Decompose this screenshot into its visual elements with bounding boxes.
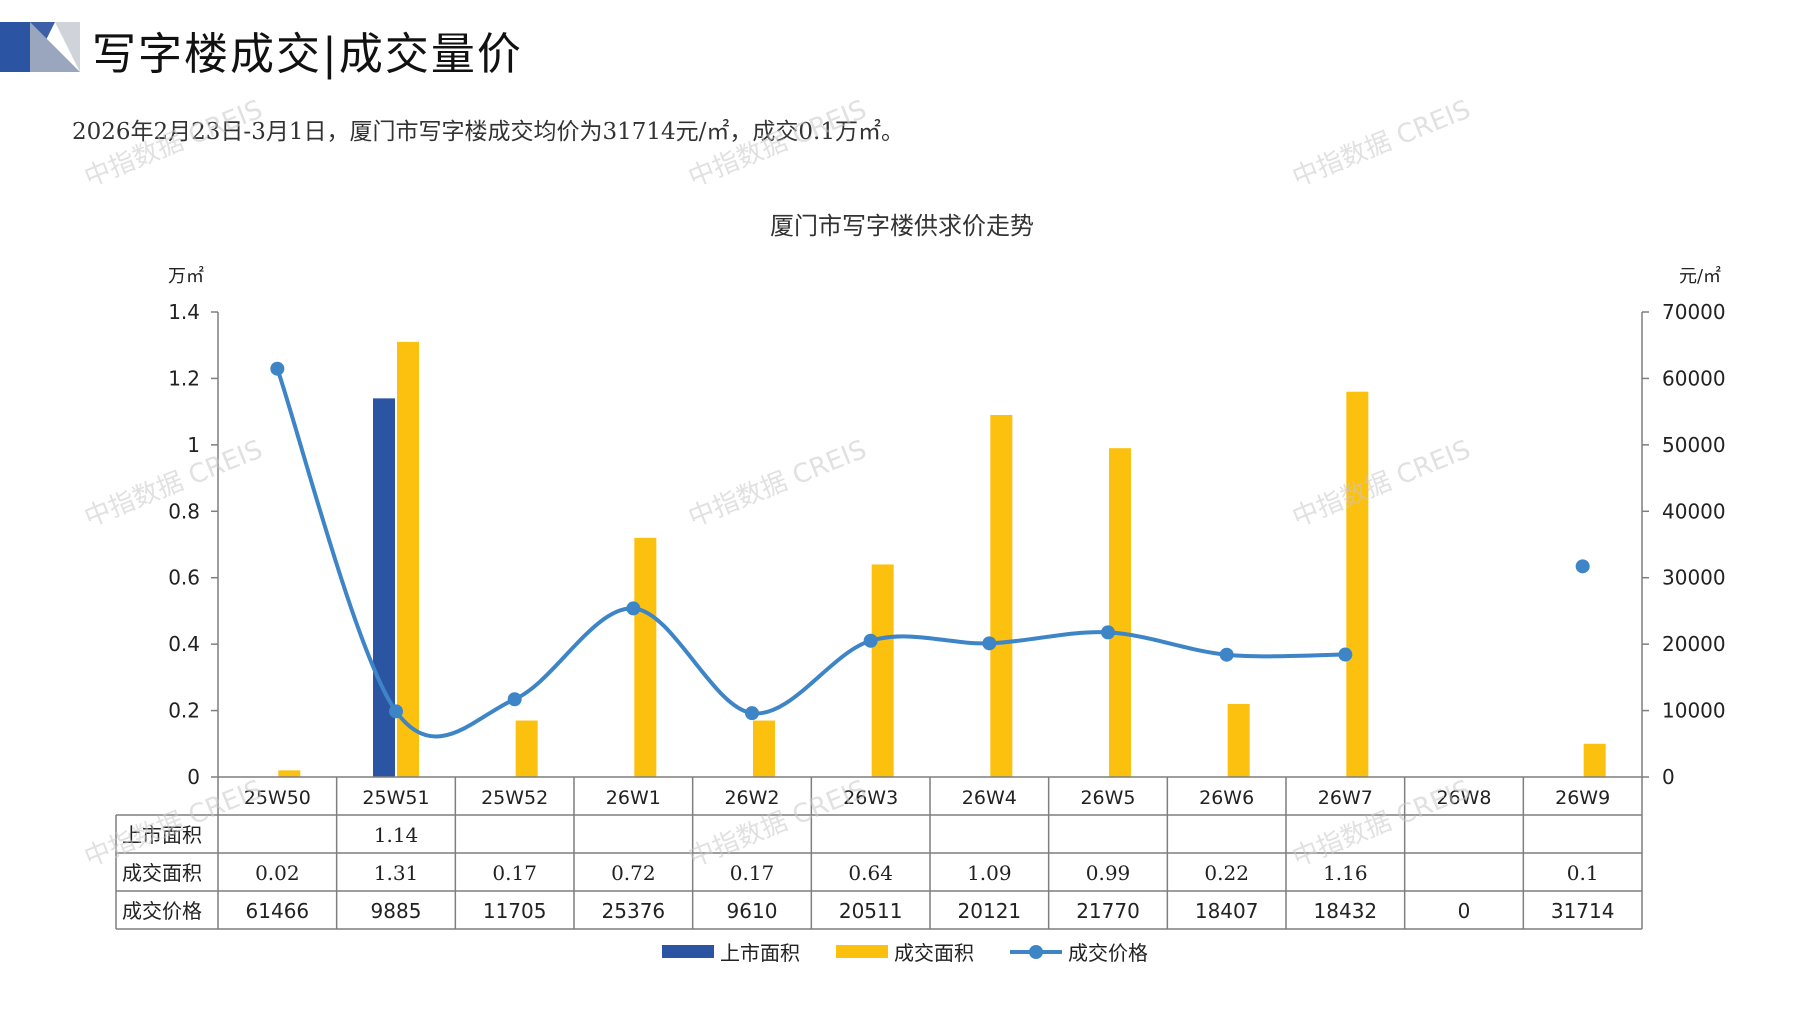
category-label: 25W50 (244, 787, 311, 809)
deal-area-bar (397, 341, 419, 777)
deal-area-bar (1583, 743, 1606, 777)
category-label: 26W2 (724, 787, 779, 809)
price-point (1338, 647, 1353, 662)
deal-area-bar (753, 720, 775, 777)
table-cell-value: 0.72 (611, 861, 656, 885)
table-cell-value: 31714 (1551, 899, 1615, 923)
price-line (275, 368, 1346, 739)
deal-area-bar (515, 720, 538, 777)
right-axis-tick-label: 70000 (1662, 300, 1726, 324)
supply-area-bar (373, 398, 395, 777)
table-cell-value: 0.02 (255, 861, 300, 885)
category-label: 26W8 (1436, 787, 1491, 809)
category-label: 26W9 (1555, 787, 1610, 809)
right-axis-tick-label: 10000 (1662, 699, 1726, 723)
table-cell-value: 0.22 (1204, 861, 1249, 885)
table-cell-value: 1.16 (1323, 861, 1368, 885)
title-decoration-icon (0, 22, 80, 72)
category-label: 26W4 (962, 787, 1017, 809)
category-label: 26W6 (1199, 787, 1254, 809)
deal-area-bar (634, 537, 657, 777)
category-label: 25W52 (481, 787, 548, 809)
legend-label: 成交面积 (894, 941, 974, 965)
table-cell-value: 9610 (727, 899, 778, 923)
table-cell-value: 1.31 (374, 861, 419, 885)
deal-area-bar (1227, 703, 1250, 777)
right-axis-tick-label: 20000 (1662, 632, 1726, 656)
price-point (982, 636, 997, 651)
right-axis-tick-label: 60000 (1662, 366, 1726, 390)
legend-label: 成交价格 (1068, 941, 1148, 965)
table-cell-value: 0.17 (730, 861, 775, 885)
right-axis-tick-label: 50000 (1662, 433, 1726, 457)
table-cell-value: 20511 (839, 899, 903, 923)
category-label: 26W1 (606, 787, 661, 809)
table-cell-value: 9885 (371, 899, 422, 923)
table-cell-value: 18432 (1314, 899, 1378, 923)
table-cell-value: 21770 (1076, 899, 1140, 923)
right-axis-unit: 元/㎡ (1679, 265, 1721, 287)
left-axis-tick-label: 0.6 (168, 566, 200, 590)
table-cell-value: 1.09 (967, 861, 1012, 885)
right-axis-tick-label: 30000 (1662, 566, 1726, 590)
table-cell-value: 18407 (1195, 899, 1259, 923)
price-point (270, 361, 285, 376)
table-row-header: 成交价格 (122, 899, 202, 923)
left-axis-tick-label: 0.2 (168, 699, 200, 723)
left-axis-tick-label: 1 (187, 433, 200, 457)
table-cell-value: 0 (1458, 899, 1471, 923)
left-axis-tick-label: 0.8 (168, 499, 200, 523)
price-point (1101, 625, 1115, 640)
left-axis-tick-label: 1.2 (168, 366, 200, 390)
table-cell-value: 11705 (483, 899, 547, 923)
chart-title: 厦门市写字楼供求价走势 (770, 212, 1034, 240)
price-point (1219, 647, 1234, 662)
left-axis-tick-label: 1.4 (168, 300, 200, 324)
page-title: 写字楼成交|成交量价 (92, 29, 523, 80)
price-point (507, 692, 522, 707)
price-point (389, 704, 403, 719)
legend-label: 上市面积 (720, 941, 800, 965)
table-cell-value: 61466 (246, 899, 310, 923)
category-label: 26W7 (1318, 787, 1373, 809)
deal-area-bar (990, 414, 1013, 777)
right-axis-tick-label: 0 (1662, 765, 1675, 789)
legend-key (836, 945, 888, 958)
price-point (745, 706, 759, 721)
category-label: 26W5 (1080, 787, 1135, 809)
price-point (1575, 559, 1590, 574)
table-row-header: 成交面积 (122, 861, 202, 885)
table-cell-value: 0.64 (848, 861, 893, 885)
deal-area-bar (278, 770, 301, 777)
table-cell-value: 20121 (958, 899, 1022, 923)
table-cell-value: 0.17 (492, 861, 537, 885)
table-row-header: 上市面积 (122, 823, 202, 847)
table-cell-value: 1.14 (374, 823, 419, 847)
deal-area-bar (1109, 448, 1131, 777)
left-axis-tick-label: 0.4 (168, 632, 200, 656)
category-label: 25W51 (362, 787, 429, 809)
price-point (626, 601, 641, 616)
left-axis-unit: 万㎡ (168, 265, 204, 287)
category-label: 26W3 (843, 787, 898, 809)
legend-key (662, 945, 714, 958)
legend-key (1029, 945, 1043, 959)
table-cell-value: 0.1 (1567, 861, 1599, 885)
right-axis-tick-label: 40000 (1662, 499, 1726, 523)
summary-text: 2026年2月23日-3月1日，厦门市写字楼成交均价为31714元/㎡，成交0.… (72, 119, 904, 145)
deal-area-bar (871, 564, 894, 777)
deal-area-bar (1346, 391, 1369, 777)
table-cell-value: 25376 (602, 899, 666, 923)
price-point (863, 633, 878, 648)
table-cell-value: 0.99 (1086, 861, 1131, 885)
left-axis-tick-label: 0 (187, 765, 200, 789)
